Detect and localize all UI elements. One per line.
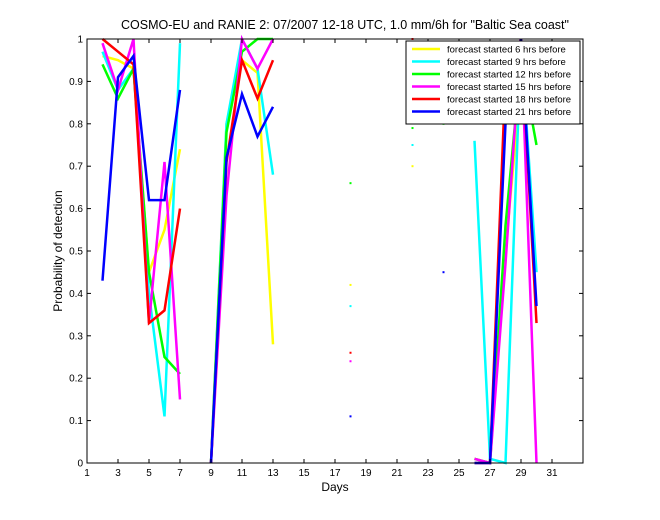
x-tick-label: 15 — [298, 468, 310, 479]
y-tick-label: 0.7 — [69, 162, 83, 173]
x-tick-label: 31 — [546, 468, 558, 479]
plot-frame — [86, 38, 584, 464]
y-tick-label: 0.1 — [69, 416, 83, 427]
data-point — [411, 165, 414, 168]
x-tick-label: 3 — [115, 468, 121, 479]
data-point — [411, 127, 414, 130]
x-tick-label: 25 — [453, 468, 465, 479]
legend-entry: forecast started 21 hrs before — [447, 107, 571, 118]
x-tick-label: 21 — [391, 468, 403, 479]
chart-title: COSMO-EU and RANIE 2: 07/2007 12-18 UTC,… — [121, 18, 569, 32]
x-tick-label: 27 — [484, 468, 496, 479]
y-tick-label: 0 — [77, 459, 83, 470]
x-tick-label: 1 — [84, 468, 90, 479]
data-point — [442, 271, 445, 274]
legend-entry: forecast started 6 hrs before — [447, 45, 566, 56]
y-tick-label: 0.4 — [69, 289, 83, 300]
y-tick-label: 0.6 — [69, 204, 83, 215]
axis-layer: 1 3 5 7 9 11 13 15 17 19 21 23 25 27 29 3100.10.20.30.4… — [69, 35, 583, 479]
y-tick-label: 0.5 — [69, 247, 83, 258]
data-point — [349, 305, 352, 308]
data-point — [349, 283, 352, 286]
series-line — [474, 38, 538, 465]
data-point — [349, 360, 352, 363]
y-tick-label: 0.8 — [69, 119, 83, 130]
x-tick-label: 13 — [267, 468, 279, 479]
series-line — [101, 52, 182, 281]
x-tick-label: 11 — [237, 468, 248, 479]
data-point — [349, 415, 352, 418]
data-point — [349, 182, 352, 185]
data-point — [411, 144, 414, 146]
x-tick-label: 9 — [208, 468, 214, 479]
x-tick-label: 29 — [515, 468, 527, 479]
series-line — [101, 38, 182, 326]
x-tick-label: 7 — [177, 468, 183, 479]
series-line — [209, 89, 275, 464]
x-tick-label: 19 — [360, 468, 372, 479]
x-tick-label: 17 — [329, 468, 341, 479]
y-tick-label: 0.9 — [69, 77, 83, 88]
data-point — [349, 351, 352, 354]
x-axis-label: Days — [321, 480, 348, 494]
y-tick-label: 0.3 — [69, 331, 83, 342]
legend-entry: forecast started 15 hrs before — [447, 82, 571, 93]
x-tick-label: 23 — [422, 468, 434, 479]
legend-box — [405, 40, 581, 125]
legend-entry: forecast started 12 hrs before — [447, 70, 571, 81]
y-axis-label: Probability of detection — [51, 190, 65, 311]
legend-entry: forecast started 9 hrs before — [447, 57, 566, 68]
legend-entry: forecast started 18 hrs before — [447, 95, 571, 106]
x-tick-label: 5 — [146, 468, 152, 479]
y-tick-label: 0.2 — [69, 374, 83, 385]
y-tick-label: 1 — [77, 35, 83, 46]
